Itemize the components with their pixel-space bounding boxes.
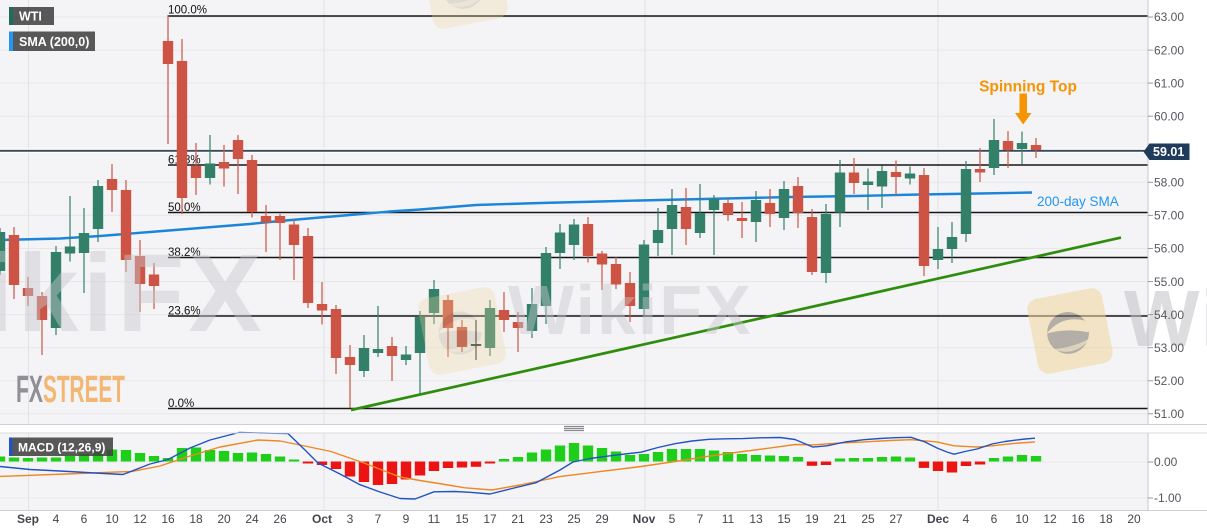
svg-text:54.00: 54.00 (1154, 308, 1184, 322)
svg-text:25: 25 (861, 512, 875, 526)
svg-text:19: 19 (805, 512, 819, 526)
svg-text:20: 20 (1127, 512, 1141, 526)
svg-text:5: 5 (669, 512, 676, 526)
svg-text:WTI: WTI (19, 10, 42, 24)
svg-text:15: 15 (455, 512, 469, 526)
svg-text:25: 25 (567, 512, 581, 526)
svg-text:Nov: Nov (633, 512, 656, 526)
svg-text:21: 21 (833, 512, 847, 526)
svg-text:62.00: 62.00 (1154, 43, 1184, 57)
svg-text:Dec: Dec (927, 512, 949, 526)
svg-text:27: 27 (889, 512, 903, 526)
svg-text:16: 16 (1071, 512, 1085, 526)
svg-text:-1.00: -1.00 (1154, 491, 1182, 505)
svg-text:60.00: 60.00 (1154, 109, 1184, 123)
svg-text:6: 6 (81, 512, 88, 526)
svg-text:56.00: 56.00 (1154, 242, 1184, 256)
svg-text:10: 10 (105, 512, 119, 526)
svg-text:12: 12 (133, 512, 147, 526)
svg-text:10: 10 (1015, 512, 1029, 526)
svg-text:Oct: Oct (312, 512, 332, 526)
svg-text:WikiFX: WikiFX (0, 232, 266, 355)
svg-text:9: 9 (403, 512, 410, 526)
svg-text:51.00: 51.00 (1154, 407, 1184, 421)
svg-text:MACD (12,26,9): MACD (12,26,9) (18, 441, 105, 455)
svg-text:12: 12 (1043, 512, 1057, 526)
svg-text:26: 26 (273, 512, 287, 526)
svg-text:Sep: Sep (17, 512, 39, 526)
svg-text:17: 17 (483, 512, 497, 526)
svg-text:53.00: 53.00 (1154, 341, 1184, 355)
svg-text:6: 6 (991, 512, 998, 526)
svg-text:24: 24 (245, 512, 259, 526)
svg-text:0.0%: 0.0% (168, 398, 194, 410)
svg-text:61.00: 61.00 (1154, 76, 1184, 90)
svg-text:59.01: 59.01 (1153, 145, 1184, 159)
svg-text:3: 3 (347, 512, 354, 526)
svg-text:38.2%: 38.2% (168, 247, 201, 259)
svg-text:58.00: 58.00 (1154, 176, 1184, 190)
svg-text:100.0%: 100.0% (168, 5, 207, 17)
svg-text:20: 20 (217, 512, 231, 526)
svg-text:63.00: 63.00 (1154, 10, 1184, 24)
svg-text:WikiFX: WikiFX (508, 271, 753, 349)
svg-text:55.00: 55.00 (1154, 275, 1184, 289)
svg-text:15: 15 (777, 512, 791, 526)
svg-text:200-day SMA: 200-day SMA (1037, 194, 1119, 209)
svg-text:11: 11 (722, 512, 735, 526)
svg-text:13: 13 (749, 512, 763, 526)
svg-text:23.6%: 23.6% (168, 306, 201, 318)
svg-text:SMA (200,0): SMA (200,0) (19, 35, 89, 49)
svg-text:52.00: 52.00 (1154, 374, 1184, 388)
svg-text:50.0%: 50.0% (168, 202, 201, 214)
svg-text:57.00: 57.00 (1154, 209, 1184, 223)
svg-text:4: 4 (53, 512, 60, 526)
svg-text:16: 16 (161, 512, 175, 526)
svg-text:4: 4 (963, 512, 970, 526)
svg-text:29: 29 (595, 512, 609, 526)
svg-text:7: 7 (697, 512, 704, 526)
svg-text:11: 11 (428, 512, 441, 526)
svg-text:21: 21 (511, 512, 525, 526)
svg-text:STREET: STREET (43, 369, 125, 411)
svg-text:18: 18 (1099, 512, 1113, 526)
svg-text:0.00: 0.00 (1154, 455, 1178, 469)
svg-text:WikiFX: WikiFX (1124, 274, 1207, 363)
svg-text:Spinning Top: Spinning Top (979, 79, 1077, 96)
svg-text:23: 23 (539, 512, 553, 526)
svg-text:FX: FX (16, 369, 43, 411)
svg-text:18: 18 (189, 512, 203, 526)
svg-text:7: 7 (375, 512, 382, 526)
